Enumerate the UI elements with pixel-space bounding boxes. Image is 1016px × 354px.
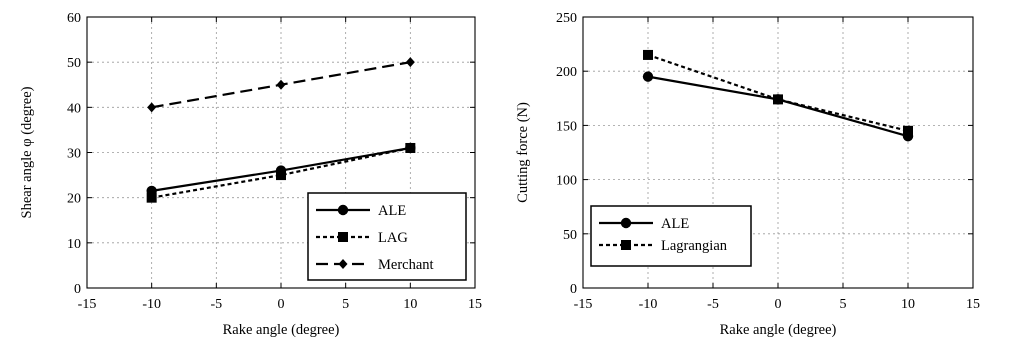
y-tick-label-3: 150 (556, 119, 577, 134)
data-point-lag-2 (405, 142, 416, 153)
legend-label-lag: LAG (378, 230, 408, 246)
series-line-lagrangian (647, 53, 909, 132)
legend: ALE LAG Merchant (307, 192, 467, 281)
y-tick-label-2: 100 (556, 174, 577, 189)
y-tick-label-6: 60 (67, 11, 81, 26)
y-axis-label: Shear angle φ (degree) (19, 86, 35, 218)
x-tick-label-3: 0 (278, 297, 285, 312)
series-lag (146, 142, 416, 203)
legend-label-ale: ALE (661, 216, 689, 232)
x-axis-label: Rake angle (degree) (223, 322, 340, 338)
data-point-merchant-0 (147, 102, 157, 113)
y-tick-label-2: 20 (67, 192, 81, 207)
data-point-lag-0 (146, 192, 157, 203)
x-axis-label: Rake angle (degree) (720, 322, 837, 338)
legend-box (307, 192, 467, 281)
data-point-lag-1 (276, 170, 286, 181)
x-tick-label-3: 0 (775, 297, 782, 312)
legend: ALE Lagrangian (590, 205, 752, 267)
y-tick-label-0: 0 (570, 282, 577, 297)
x-tick-label-4: 5 (342, 297, 349, 312)
legend-marker-ale (620, 217, 632, 229)
y-tick-label-5: 50 (67, 56, 81, 71)
legend-label-ale: ALE (378, 203, 406, 219)
series-merchant (147, 57, 415, 113)
x-tick-label-0: -15 (78, 297, 97, 312)
y-tick-label-4: 200 (556, 65, 577, 80)
legend-marker-ale (337, 204, 349, 216)
legend-box (590, 205, 752, 267)
x-tick-label-2: -5 (210, 297, 222, 312)
series-ale (642, 71, 914, 142)
data-point-merchant-1 (276, 79, 286, 90)
x-tick-label-1: -10 (142, 297, 161, 312)
x-tick-label-4: 5 (840, 297, 847, 312)
x-tick-label-2: -5 (707, 297, 719, 312)
y-tick-label-4: 40 (67, 101, 81, 116)
data-point-lagrangian-2 (903, 125, 913, 136)
series-lagrangian (643, 49, 913, 136)
x-tick-label-6: 15 (966, 297, 980, 312)
legend-marker-lagrangian (621, 240, 631, 250)
chart-1: -15 -10 -5 0 5 10 15 0 10 20 30 40 50 60 Rake angle (d… (19, 11, 482, 338)
y-tick-label-3: 30 (67, 147, 81, 162)
series-line-lag (151, 146, 411, 199)
y-tick-label-1: 50 (563, 228, 577, 243)
data-point-lagrangian-1 (773, 94, 783, 105)
data-point-ale-0 (642, 71, 654, 82)
x-tick-label-5: 10 (901, 297, 915, 312)
y-axis-label: Cutting force (N) (515, 102, 531, 203)
data-point-lagrangian-0 (643, 49, 653, 60)
y-tick-label-5: 250 (556, 11, 577, 26)
legend-marker-merchant (338, 259, 348, 269)
data-point-merchant-2 (405, 57, 415, 68)
legend-label-merchant: Merchant (378, 257, 434, 273)
x-tick-label-5: 10 (403, 297, 417, 312)
x-tick-label-1: -10 (639, 297, 658, 312)
legend-label-lagrangian: Lagrangian (661, 238, 728, 254)
y-tick-label-1: 10 (67, 237, 81, 252)
x-tick-label-6: 15 (468, 297, 482, 312)
legend-marker-lag (338, 232, 348, 242)
y-tick-label-0: 0 (74, 282, 81, 297)
x-tick-label-0: -15 (574, 297, 593, 312)
